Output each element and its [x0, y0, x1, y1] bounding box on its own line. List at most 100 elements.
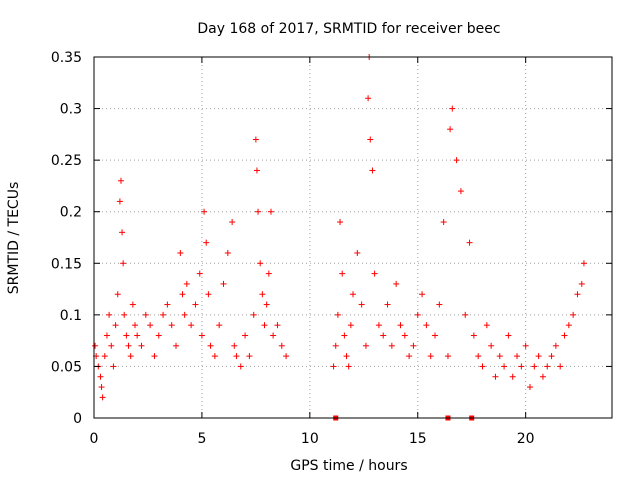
- data-point: [488, 342, 495, 349]
- data-point: [393, 280, 400, 287]
- data-point: [229, 219, 236, 226]
- data-point: [423, 322, 430, 329]
- data-point: [388, 342, 395, 349]
- data-point: [259, 291, 266, 298]
- data-point: [267, 208, 274, 215]
- data-point: [108, 342, 115, 349]
- data-point: [99, 394, 106, 401]
- data-point: [479, 363, 486, 370]
- y-tick-label: 0: [73, 411, 82, 427]
- data-point: [125, 342, 132, 349]
- data-point: [261, 322, 268, 329]
- data-point: [134, 332, 141, 339]
- data-point: [462, 311, 469, 318]
- data-point: [205, 291, 212, 298]
- data-point: [365, 95, 372, 102]
- data-point: [179, 291, 186, 298]
- data-point: [345, 363, 352, 370]
- data-point: [231, 342, 238, 349]
- data-point: [237, 363, 244, 370]
- data-point: [116, 198, 123, 205]
- data-point: [518, 363, 525, 370]
- data-point: [114, 291, 121, 298]
- data-point: [384, 301, 391, 308]
- data-point: [129, 301, 136, 308]
- data-point: [160, 311, 167, 318]
- y-tick-label: 0.15: [51, 256, 82, 272]
- data-point: [233, 353, 240, 360]
- data-point: [574, 291, 581, 298]
- data-point: [192, 301, 199, 308]
- data-point: [578, 280, 585, 287]
- data-point: [334, 311, 341, 318]
- data-point: [449, 105, 456, 112]
- data-point: [97, 373, 104, 380]
- data-point: [173, 342, 180, 349]
- data-point: [110, 363, 117, 370]
- data-point: [147, 322, 154, 329]
- data-point: [341, 332, 348, 339]
- data-point: [557, 363, 564, 370]
- data-point: [332, 342, 339, 349]
- data-point: [535, 353, 542, 360]
- data-point: [164, 301, 171, 308]
- data-point: [544, 363, 551, 370]
- plot-frame: [93, 56, 613, 419]
- data-point: [531, 363, 538, 370]
- data-point: [142, 311, 149, 318]
- data-point: [132, 322, 139, 329]
- data-point: [92, 342, 99, 349]
- data-point: [565, 322, 572, 329]
- data-point: [123, 332, 130, 339]
- data-point: [181, 311, 188, 318]
- data-point: [103, 332, 110, 339]
- data-point: [270, 332, 277, 339]
- data-point: [427, 353, 434, 360]
- data-point: [246, 353, 253, 360]
- data-point: [119, 229, 126, 236]
- data-point: [410, 342, 417, 349]
- data-point: [369, 167, 376, 174]
- data-point: [252, 136, 259, 143]
- data-point: [492, 373, 499, 380]
- data-point: [501, 363, 508, 370]
- x-tick-label: 20: [517, 431, 535, 447]
- data-points: [92, 54, 587, 421]
- data-point: [253, 167, 260, 174]
- data-point: [432, 332, 439, 339]
- data-point: [106, 311, 113, 318]
- x-tick-label: 5: [197, 431, 206, 447]
- data-point: [466, 239, 473, 246]
- y-tick-label: 0.2: [60, 205, 82, 221]
- data-point: [570, 311, 577, 318]
- y-tick-label: 0.05: [51, 359, 82, 375]
- data-point: [539, 373, 546, 380]
- data-point: [414, 311, 421, 318]
- data-point: [457, 188, 464, 195]
- data-point: [362, 342, 369, 349]
- data-point: [552, 342, 559, 349]
- data-point: [138, 342, 145, 349]
- data-point: [350, 291, 356, 298]
- data-point: [419, 291, 426, 298]
- data-point: [367, 136, 374, 143]
- data-point: [117, 177, 124, 184]
- data-point: [127, 353, 134, 360]
- data-point: [475, 353, 482, 360]
- data-point: [436, 301, 443, 308]
- x-tick-label: 0: [90, 431, 99, 447]
- data-point: [522, 342, 529, 349]
- data-point: [257, 260, 264, 267]
- data-point: [354, 249, 361, 256]
- data-point: [347, 322, 354, 329]
- y-tick-label: 0.1: [60, 308, 82, 324]
- data-point: [526, 384, 533, 391]
- x-tick-label: 10: [301, 431, 319, 447]
- chart-title: Day 168 of 2017, SRMTID for receiver bee…: [197, 21, 500, 37]
- data-point: [375, 322, 382, 329]
- data-point: [203, 239, 210, 246]
- data-point: [198, 332, 205, 339]
- y-tick-label: 0.25: [51, 153, 82, 169]
- data-point: [401, 332, 408, 339]
- data-point: [580, 260, 587, 267]
